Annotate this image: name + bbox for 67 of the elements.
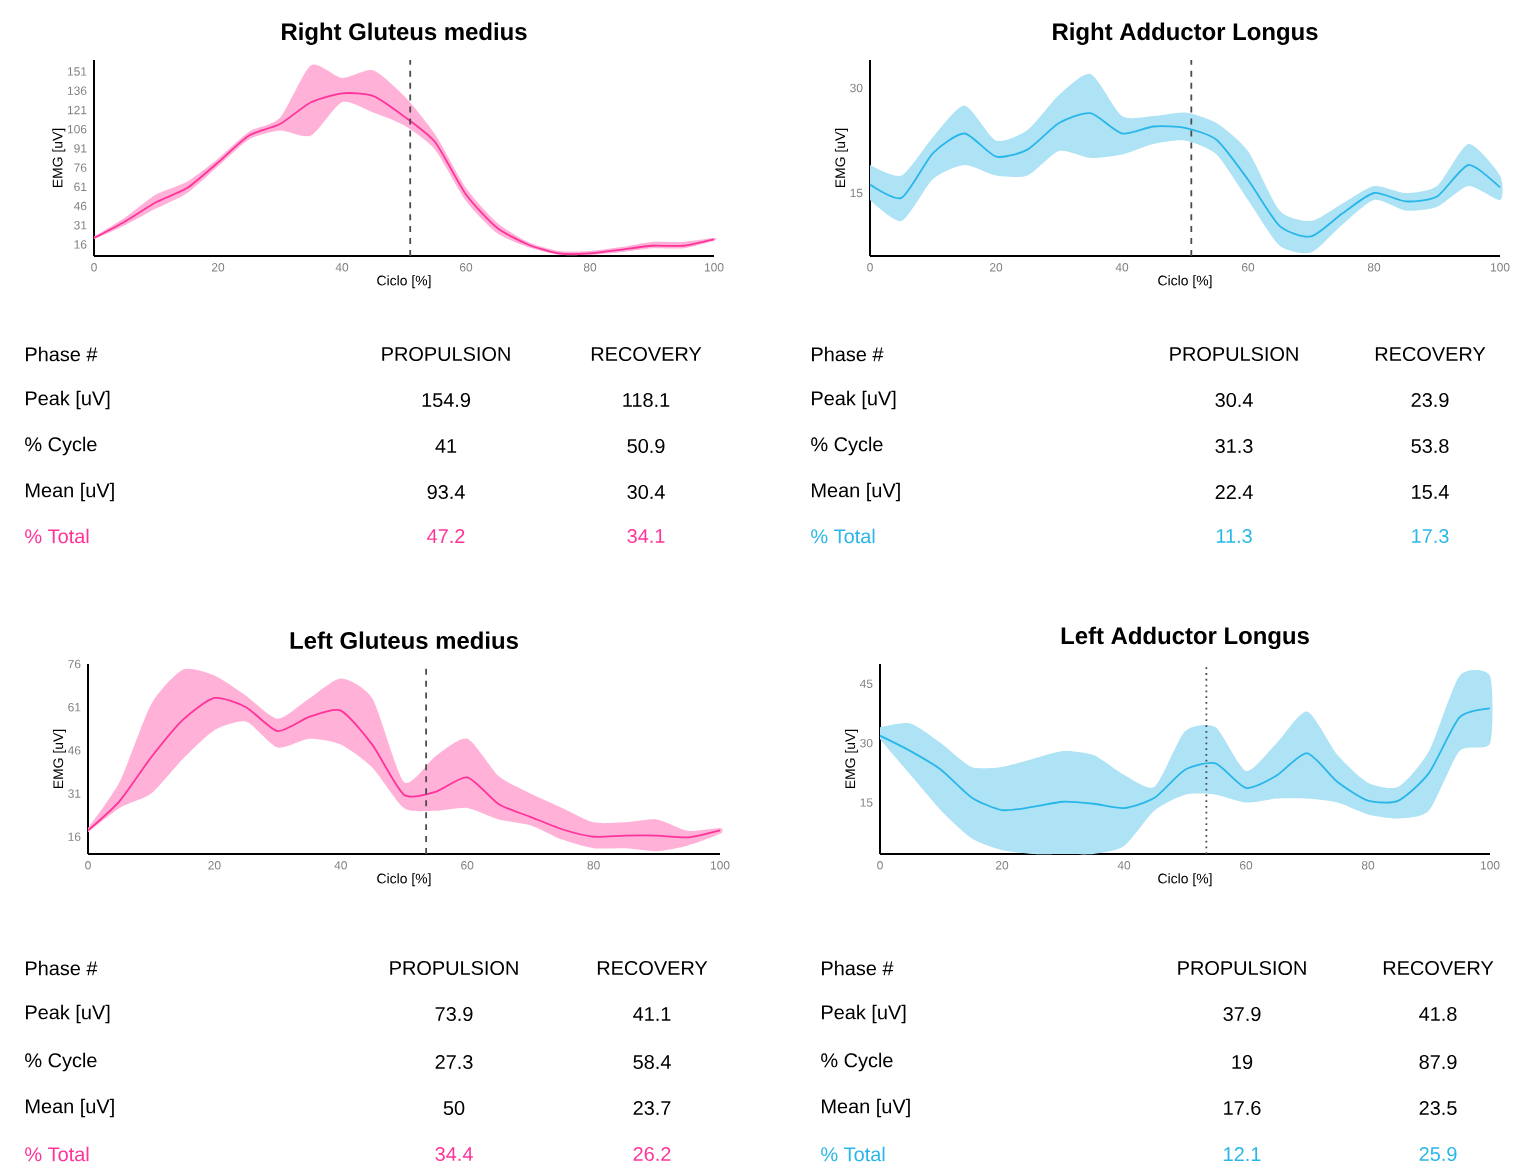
text: Mean [uV] [822,1098,910,1118]
text: % Total [25,1146,89,1162]
text: Phase # [26,960,98,976]
text: PROPULSION [382,346,510,362]
text: 27.3 [435,1054,473,1070]
text: 23.5 [1419,1100,1457,1116]
text: 34.1 [627,528,665,544]
text: 50 [443,1100,465,1116]
text: Phase # [822,960,894,976]
text: RECOVERY [597,960,708,976]
text: % Total [811,528,875,544]
text: 23.7 [633,1100,671,1116]
text: Phase # [26,346,98,362]
text: 22.4 [1215,485,1253,499]
text: 23.9 [1411,392,1449,408]
line-series [87,696,721,839]
text: 58.4 [633,1054,671,1070]
text: Phase # [812,346,884,362]
text: 87.9 [1419,1054,1457,1070]
text: 154.9 [422,392,470,408]
text: 50.9 [627,438,665,454]
text: 30.4 [1215,392,1253,408]
text: % Cycle [25,436,97,456]
text: 41.8 [1419,1006,1457,1022]
text: RECOVERY [1383,960,1494,976]
text: 15.4 [1412,485,1449,499]
text: % Cycle [25,1052,97,1072]
text: 118.1 [623,392,670,408]
text: 41.1 [633,1007,671,1021]
text: 17.3 [1412,528,1449,544]
text: 26.2 [633,1146,671,1162]
chart-title: Left Adductor Longus [1061,626,1309,649]
text: RECOVERY [1375,346,1486,362]
text: 11.3 [1216,528,1252,544]
text: 41 [435,439,457,453]
chart-title: Left Gluteus medius [290,631,518,649]
text: Peak [uV] [26,390,110,410]
text: % Cycle [811,436,883,456]
text: PROPULSION [1170,346,1298,362]
text: PROPULSION [390,960,518,976]
chart-title: Right Gluteus medius [282,22,527,45]
text: 25.9 [1419,1146,1457,1162]
text: 19 [1232,1054,1253,1070]
text: 47.2 [427,529,465,543]
line-series [869,112,1501,238]
text: RECOVERY [591,346,702,362]
text: 37.9 [1223,1006,1261,1022]
text: 93.4 [427,484,465,500]
chart-title: Right Adductor Longus [1053,22,1318,45]
line-series [879,707,1491,812]
text: % Total [25,528,89,544]
text: 31.3 [1215,438,1253,454]
text: Mean [uV] [812,482,900,502]
text: Mean [uV] [26,1098,114,1118]
text: 30.4 [627,484,665,500]
text: 17.6 [1224,1100,1261,1116]
text: PROPULSION [1178,960,1306,976]
text: % Total [821,1146,885,1162]
text: 53.8 [1411,438,1449,454]
text: Mean [uV] [26,482,114,502]
text: Peak [uV] [26,1004,110,1024]
text: Peak [uV] [822,1004,906,1024]
text: Peak [uV] [812,390,896,410]
text: 73.9 [435,1006,473,1022]
text: 12.1 [1224,1147,1261,1161]
text: 34.4 [435,1146,473,1162]
text: % Cycle [821,1052,893,1072]
